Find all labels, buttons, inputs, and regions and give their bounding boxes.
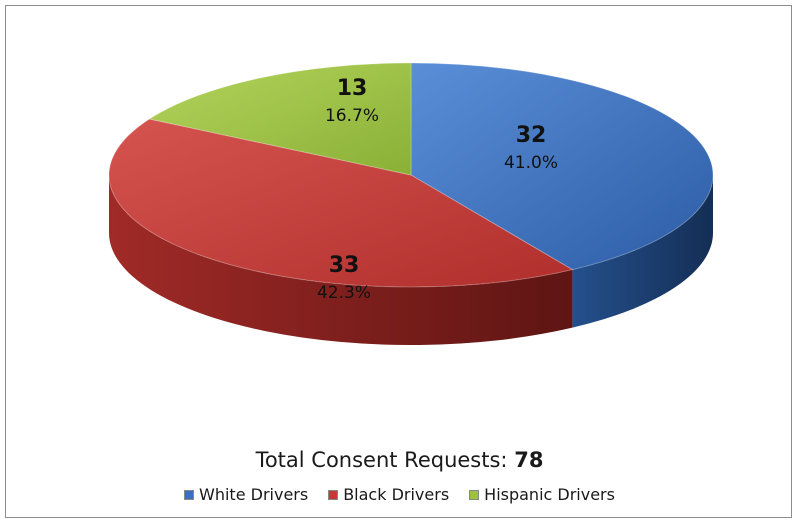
slice-value-white: 32 [516, 123, 547, 148]
legend-swatch-white [184, 489, 195, 500]
legend: White Drivers Black Drivers Hispanic Dri… [0, 485, 799, 504]
slice-value-hispanic: 13 [337, 76, 368, 101]
legend-swatch-black [328, 489, 339, 500]
legend-swatch-hispanic [469, 489, 480, 500]
legend-label-hispanic: Hispanic Drivers [484, 485, 615, 504]
pie-side-white [572, 175, 713, 328]
pie-slice-black [108, 118, 574, 288]
legend-item-black: Black Drivers [328, 485, 449, 504]
total-line: Total Consent Requests: 78 [0, 448, 799, 472]
total-value: 78 [514, 448, 544, 472]
pie-slice-hispanic [148, 62, 412, 176]
slice-percent-black: 42.3% [317, 283, 371, 303]
pie-slice-white [410, 62, 714, 271]
legend-item-white: White Drivers [184, 485, 308, 504]
pie-side-black [109, 175, 573, 346]
slice-percent-white: 41.0% [504, 153, 558, 173]
slice-value-black: 33 [329, 253, 360, 278]
total-label: Total Consent Requests: [255, 448, 508, 472]
legend-item-hispanic: Hispanic Drivers [469, 485, 615, 504]
legend-label-white: White Drivers [199, 485, 309, 504]
slice-percent-hispanic: 16.7% [325, 106, 379, 126]
legend-label-black: Black Drivers [343, 485, 450, 504]
